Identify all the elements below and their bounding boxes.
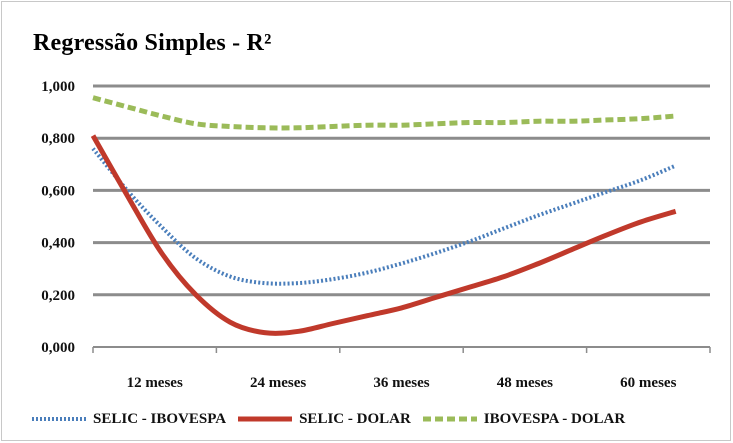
x-tick-label: 24 meses <box>250 375 306 391</box>
legend-label-selic-dolar: SELIC - DOLAR <box>299 410 411 427</box>
y-tick-label: 0,600 <box>41 183 75 199</box>
y-tick-label: 1,000 <box>41 79 75 95</box>
chart-legend: SELIC - IBOVESPA SELIC - DOLAR IBOVESPA … <box>30 408 635 430</box>
series-line-0 <box>91 147 677 286</box>
legend-item-selic-dolar: SELIC - DOLAR <box>236 411 411 428</box>
legend-swatch-solid <box>238 416 293 422</box>
y-tick-label: 0,800 <box>41 131 75 147</box>
legend-item-selic-ibovespa: SELIC - IBOVESPA <box>30 411 226 428</box>
legend-swatch-dashed <box>422 416 477 422</box>
x-tick-label: 60 meses <box>620 375 676 391</box>
chart-plot: 1,000 0,800 0,600 0,400 0,200 0,000 12 meses 24… <box>41 79 711 391</box>
x-tick-label: 12 meses <box>127 375 183 391</box>
y-tick-label: 0,000 <box>41 340 75 356</box>
legend-label-selic-ibovespa: SELIC - IBOVESPA <box>93 410 227 427</box>
legend-swatch-dotted <box>32 417 86 421</box>
legend-item-ibovespa-dolar: IBOVESPA - DOLAR <box>421 411 625 428</box>
series-line-1 <box>90 134 677 336</box>
series-line-2 <box>92 95 676 131</box>
chart-title: Regressão Simples - R² <box>33 30 272 56</box>
x-tick-label: 48 meses <box>497 375 553 391</box>
y-tick-label: 0,200 <box>41 288 75 304</box>
y-tick-label: 0,400 <box>41 236 75 252</box>
x-tick-label: 36 meses <box>373 375 429 391</box>
legend-label-ibovespa-dolar: IBOVESPA - DOLAR <box>483 410 626 427</box>
